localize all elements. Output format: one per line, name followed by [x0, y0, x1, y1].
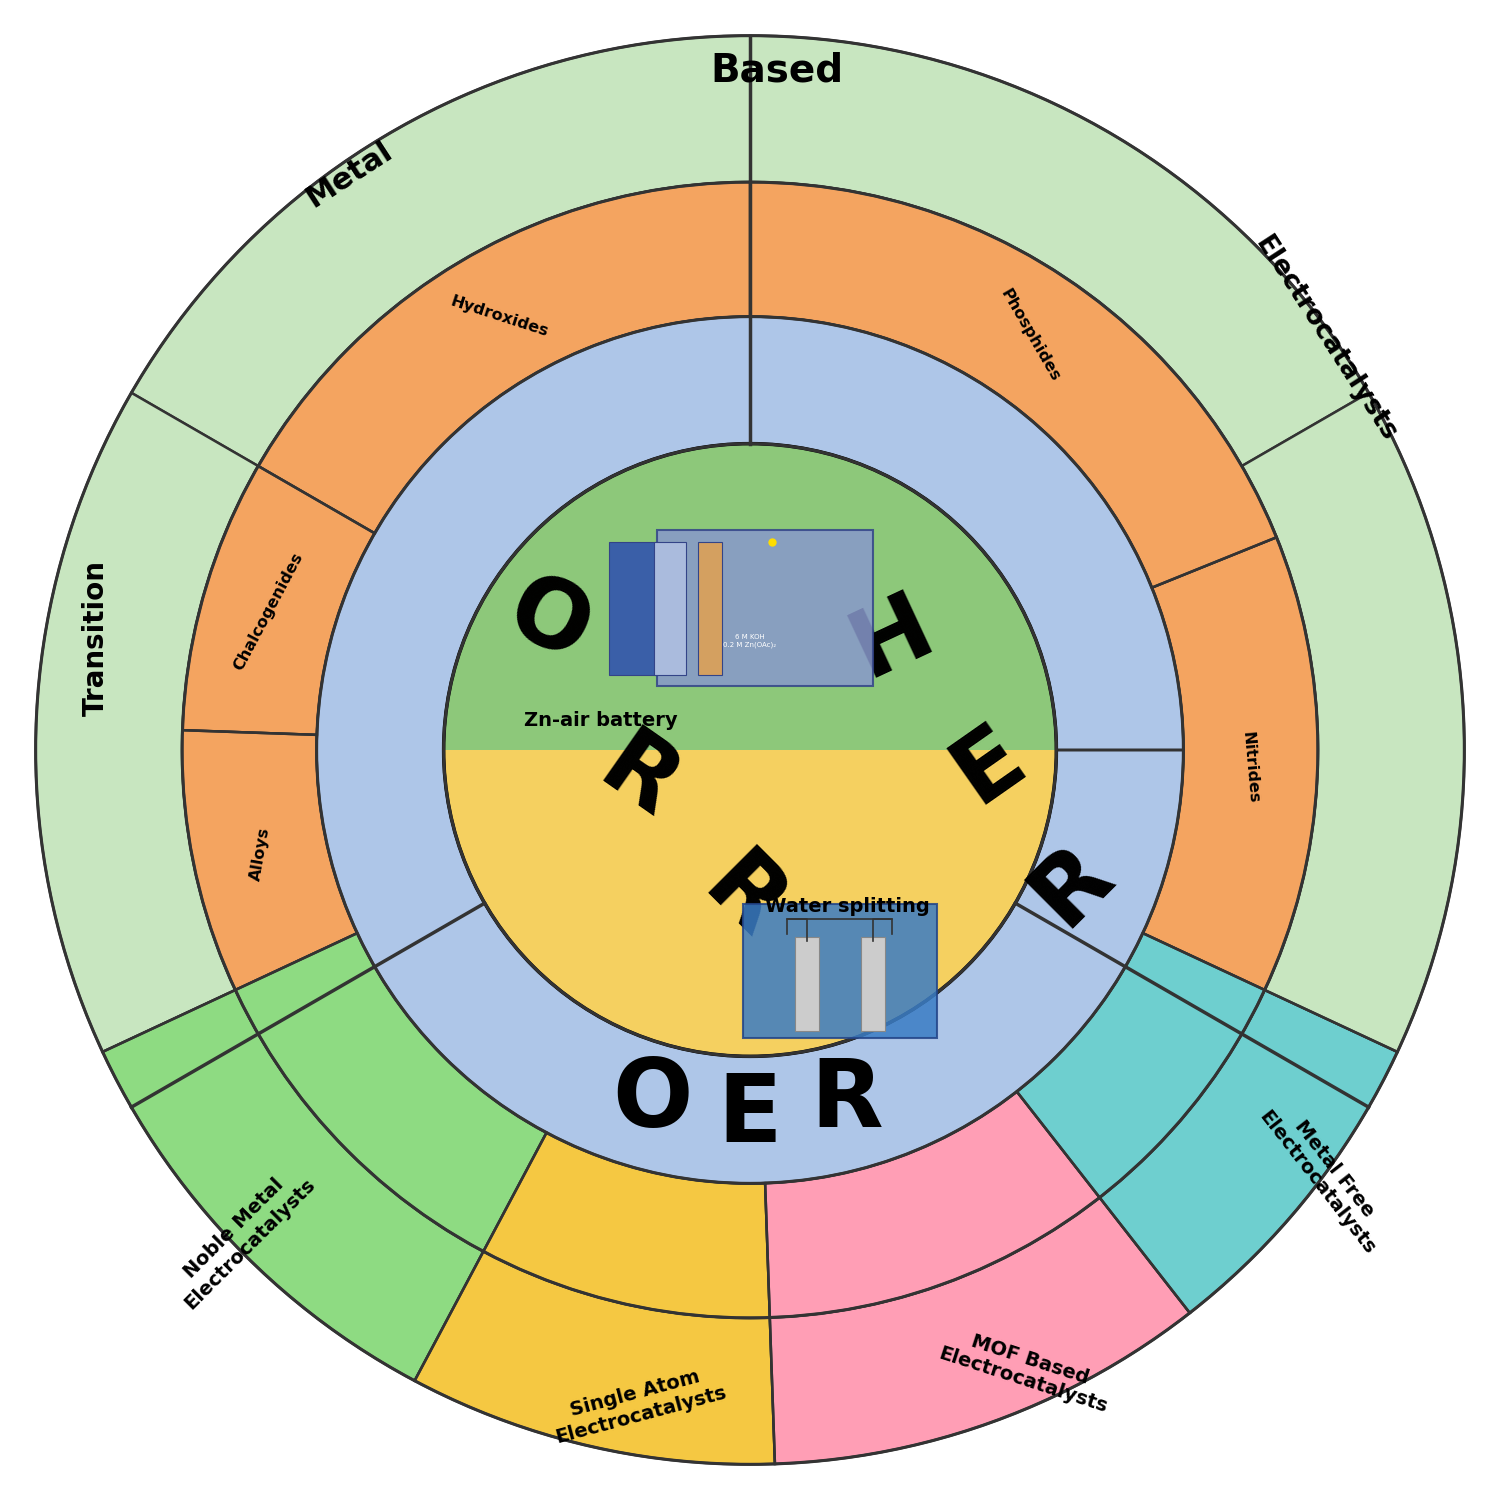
- Text: Transition: Transition: [81, 560, 110, 716]
- Polygon shape: [258, 182, 750, 534]
- Polygon shape: [132, 36, 1368, 466]
- Polygon shape: [1242, 393, 1464, 1052]
- Text: Alloys: Alloys: [248, 827, 273, 882]
- Text: Metal: Metal: [302, 136, 398, 213]
- Text: MOF Based
Electrocatalysts: MOF Based Electrocatalysts: [936, 1323, 1116, 1418]
- Polygon shape: [102, 990, 483, 1380]
- Text: Nitrides: Nitrides: [1239, 730, 1262, 804]
- Polygon shape: [483, 1132, 770, 1318]
- Text: O: O: [612, 1054, 693, 1148]
- Text: Single Atom
Electrocatalysts: Single Atom Electrocatalysts: [548, 1362, 729, 1448]
- Text: Water splitting: Water splitting: [765, 897, 930, 916]
- Text: Zn-air battery: Zn-air battery: [524, 711, 678, 729]
- Polygon shape: [444, 750, 1056, 1056]
- Polygon shape: [414, 1251, 776, 1464]
- Polygon shape: [316, 316, 1184, 1184]
- Text: 6 M KOH
0.2 M Zn(OAc)₂: 6 M KOH 0.2 M Zn(OAc)₂: [723, 634, 777, 648]
- FancyBboxPatch shape: [609, 542, 658, 675]
- Text: H: H: [837, 579, 946, 696]
- Circle shape: [597, 750, 903, 1056]
- Text: R: R: [812, 1054, 883, 1148]
- Polygon shape: [1143, 537, 1318, 990]
- Polygon shape: [750, 182, 1276, 588]
- Circle shape: [36, 36, 1464, 1464]
- Polygon shape: [183, 466, 375, 735]
- Polygon shape: [770, 1197, 1190, 1464]
- Text: R: R: [684, 842, 801, 957]
- FancyBboxPatch shape: [742, 904, 938, 1038]
- Text: Chalcogenides: Chalcogenides: [231, 550, 306, 674]
- FancyBboxPatch shape: [654, 542, 686, 675]
- Text: E: E: [936, 710, 1042, 821]
- Polygon shape: [1017, 933, 1264, 1197]
- Text: Phosphides: Phosphides: [998, 286, 1062, 384]
- Polygon shape: [36, 393, 258, 1052]
- Text: Based: Based: [711, 51, 843, 88]
- Circle shape: [597, 444, 903, 750]
- Text: E: E: [717, 1070, 783, 1162]
- Polygon shape: [182, 730, 357, 990]
- Circle shape: [444, 444, 1056, 1056]
- FancyBboxPatch shape: [795, 938, 819, 1030]
- FancyBboxPatch shape: [657, 530, 873, 687]
- Text: O: O: [492, 564, 604, 681]
- Polygon shape: [1100, 990, 1398, 1312]
- Text: Hydroxides: Hydroxides: [448, 294, 550, 339]
- FancyBboxPatch shape: [699, 542, 721, 675]
- Text: Noble Metal
Electrocatalysts: Noble Metal Electrocatalysts: [165, 1160, 318, 1312]
- Text: R: R: [1013, 827, 1130, 942]
- Polygon shape: [236, 933, 546, 1251]
- FancyBboxPatch shape: [861, 938, 885, 1030]
- Text: Electrocatalysts: Electrocatalysts: [1250, 232, 1401, 447]
- Text: R: R: [582, 722, 694, 839]
- Polygon shape: [765, 1092, 1100, 1317]
- Text: Metal Free
Electrocatalysts: Metal Free Electrocatalysts: [1256, 1094, 1396, 1258]
